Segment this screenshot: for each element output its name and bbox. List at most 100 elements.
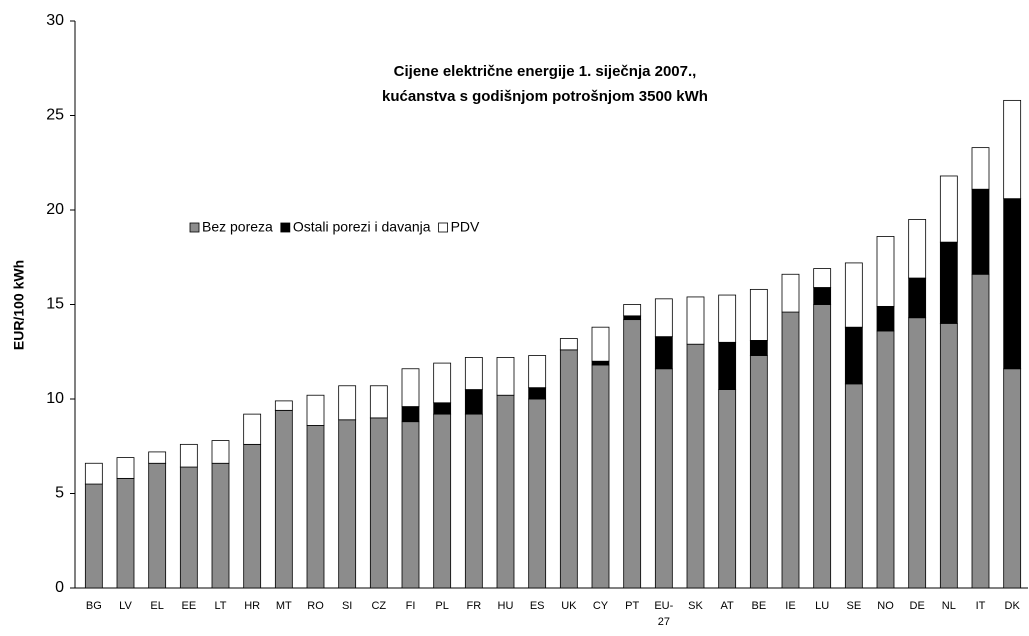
legend-swatch bbox=[438, 222, 448, 233]
x-tick-label: DE bbox=[910, 600, 925, 612]
bar-segment bbox=[654, 298, 673, 338]
bar-segment bbox=[844, 383, 863, 589]
bar-segment bbox=[179, 466, 198, 589]
legend-label: Bez poreza bbox=[202, 219, 273, 235]
bar-segment bbox=[464, 389, 483, 415]
bar-segment bbox=[433, 413, 452, 589]
bar-segment bbox=[749, 340, 768, 356]
bar-segment bbox=[306, 394, 325, 426]
legend-swatch bbox=[280, 222, 291, 233]
bar-segment bbox=[876, 236, 895, 307]
bar-segment bbox=[749, 288, 768, 341]
x-tick-label: BE bbox=[751, 600, 766, 612]
bar-segment bbox=[654, 336, 673, 370]
bar-segment bbox=[496, 394, 515, 589]
x-tick-label: NL bbox=[942, 600, 956, 612]
bar-segment bbox=[84, 462, 103, 485]
bar-segment bbox=[433, 362, 452, 404]
x-tick-label: UK bbox=[561, 600, 577, 612]
y-tick-label: 25 bbox=[46, 107, 64, 124]
x-tick-label: LV bbox=[119, 600, 132, 612]
bar-segment bbox=[243, 443, 262, 589]
x-tick-label: HR bbox=[244, 600, 260, 612]
bar-segment bbox=[559, 349, 578, 589]
bar-segment bbox=[591, 360, 610, 366]
x-tick-label: ES bbox=[530, 600, 545, 612]
x-tick-label: PT bbox=[625, 600, 639, 612]
bar-segment bbox=[84, 483, 103, 589]
x-tick-label: CZ bbox=[371, 600, 386, 612]
bar-segment bbox=[401, 368, 420, 407]
bar-segment bbox=[908, 277, 927, 319]
bar-segment bbox=[274, 409, 293, 589]
bar-segment bbox=[243, 413, 262, 445]
x-tick-label: NO bbox=[877, 600, 894, 612]
bar-segment bbox=[1003, 198, 1022, 370]
chart-subtitle: kućanstva s godišnjom potrošnjom 3500 kW… bbox=[382, 88, 708, 105]
bar-segment bbox=[401, 421, 420, 589]
legend-swatch bbox=[189, 222, 200, 233]
bar-segment bbox=[401, 406, 420, 423]
x-tick-label: AT bbox=[721, 600, 735, 612]
bar-segment bbox=[971, 188, 990, 275]
chart-title: Cijene električne energije 1. siječnja 2… bbox=[394, 63, 697, 80]
bar-segment bbox=[623, 315, 642, 321]
bar-segment bbox=[274, 400, 293, 411]
x-tick-label: EL bbox=[150, 600, 163, 612]
bar-segment bbox=[971, 273, 990, 589]
bar-segment bbox=[464, 413, 483, 589]
bar-segment bbox=[496, 357, 515, 396]
x-tick-label: IE bbox=[785, 600, 795, 612]
bar-segment bbox=[718, 294, 737, 343]
bar-segment bbox=[433, 402, 452, 415]
x-tick-label: SK bbox=[688, 600, 703, 612]
x-tick-label: SI bbox=[342, 600, 352, 612]
bar-segment bbox=[116, 477, 135, 589]
bar-segment bbox=[718, 389, 737, 589]
y-tick-label: 10 bbox=[46, 390, 64, 407]
y-tick-label: 30 bbox=[46, 12, 64, 29]
x-tick-label: FR bbox=[466, 600, 481, 612]
bar-segment bbox=[211, 440, 230, 464]
bar-segment bbox=[876, 305, 895, 332]
x-tick-label: HU bbox=[498, 600, 514, 612]
bar-segment bbox=[559, 338, 578, 351]
bar-segment bbox=[781, 311, 800, 589]
x-tick-label: MT bbox=[276, 600, 292, 612]
bar-segment bbox=[686, 296, 705, 345]
x-tick-label: BG bbox=[86, 600, 102, 612]
x-tick-label: FI bbox=[406, 600, 416, 612]
y-tick-label: 15 bbox=[46, 296, 64, 313]
bar-segment bbox=[591, 364, 610, 589]
bar-segment bbox=[591, 326, 610, 362]
bar-segment bbox=[844, 326, 863, 385]
y-tick-label: 20 bbox=[46, 201, 64, 218]
bar-segment bbox=[939, 175, 958, 243]
bar-segment bbox=[148, 451, 167, 464]
bar-segment bbox=[876, 330, 895, 589]
bar-segment bbox=[528, 355, 547, 389]
x-tick-label: CY bbox=[593, 600, 609, 612]
y-axis-label: EUR/100 kWh bbox=[11, 260, 27, 350]
bar-segment bbox=[749, 355, 768, 589]
y-tick-label: 5 bbox=[55, 485, 64, 502]
bar-segment bbox=[211, 462, 230, 589]
bar-segment bbox=[369, 417, 388, 589]
x-tick-label: LU bbox=[815, 600, 829, 612]
bar-segment bbox=[939, 241, 958, 324]
x-tick-label: EE bbox=[181, 600, 196, 612]
bar-segment bbox=[971, 147, 990, 190]
bar-segment bbox=[116, 457, 135, 479]
x-tick-label: SE bbox=[846, 600, 861, 612]
bar-segment bbox=[813, 287, 832, 305]
bar-segment bbox=[813, 268, 832, 288]
x-tick-label: PL bbox=[435, 600, 448, 612]
bar-segment bbox=[623, 304, 642, 317]
x-tick-label: RO bbox=[307, 600, 324, 612]
legend-label: Ostali porezi i davanja bbox=[293, 219, 431, 235]
x-tick-label: LT bbox=[214, 600, 226, 612]
legend-label: PDV bbox=[451, 219, 480, 235]
x-tick-label: EU-27 bbox=[654, 600, 673, 628]
bar-segment bbox=[1003, 368, 1022, 589]
y-tick-label: 0 bbox=[55, 579, 64, 596]
